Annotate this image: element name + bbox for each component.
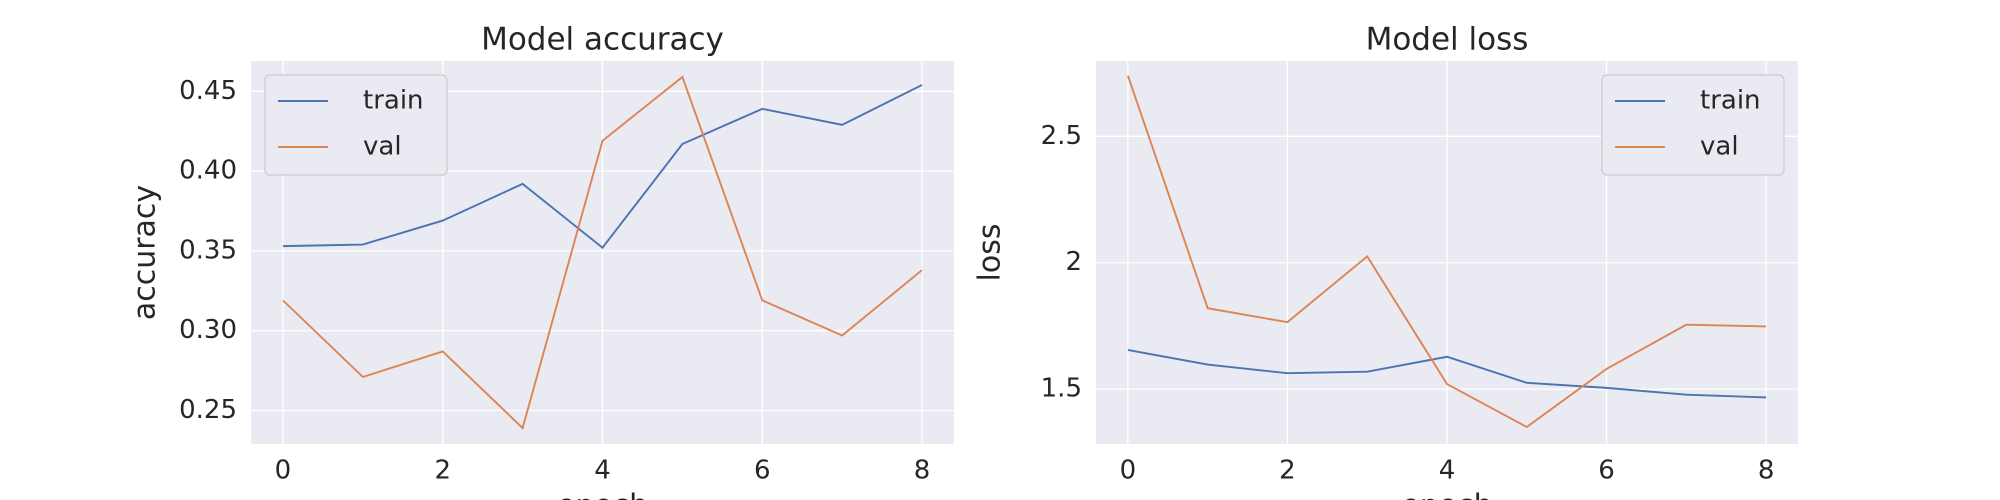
x-axis-label: epoch (557, 489, 648, 500)
chart-title: Model accuracy (481, 22, 724, 58)
x-tick-label: 6 (754, 456, 771, 486)
legend: train val (1601, 74, 1785, 176)
line (1127, 75, 1767, 429)
legend-label: val (1700, 132, 1739, 162)
x-tick-label: 6 (1598, 456, 1615, 486)
y-tick-label: 0.35 (179, 235, 237, 265)
x-axis-label: epoch (1401, 489, 1492, 500)
y-axis-label: accuracy (128, 185, 163, 320)
y-tick-label: 2.5 (1041, 121, 1082, 151)
x-tick-label: 8 (1758, 456, 1775, 486)
legend-box (1601, 74, 1785, 176)
y-tick-label: 0.45 (179, 76, 237, 106)
y-axis-label: loss (973, 224, 1008, 282)
y-tick-label: 1.5 (1041, 374, 1082, 404)
y-tick-label: 0.30 (179, 315, 237, 345)
legend-label: train (1700, 86, 1761, 116)
y-tick-label: 2 (1065, 247, 1082, 277)
y-tick-label: 0.25 (179, 395, 237, 425)
x-tick-label: 2 (1279, 456, 1296, 486)
line (282, 75, 923, 430)
line (282, 84, 923, 250)
x-tick-label: 4 (1439, 456, 1456, 486)
chart-title: Model loss (1366, 22, 1529, 58)
legend-label: train (363, 86, 424, 116)
legend-box (264, 74, 448, 176)
x-tick-label: 4 (594, 456, 611, 486)
x-tick-label: 2 (434, 456, 451, 486)
x-tick-label: 0 (1120, 456, 1137, 486)
legend-label: val (363, 132, 402, 162)
y-tick-label: 0.40 (179, 156, 237, 186)
legend: train val (264, 74, 448, 176)
x-tick-label: 0 (275, 456, 292, 486)
x-tick-label: 8 (914, 456, 931, 486)
line (1127, 349, 1767, 399)
